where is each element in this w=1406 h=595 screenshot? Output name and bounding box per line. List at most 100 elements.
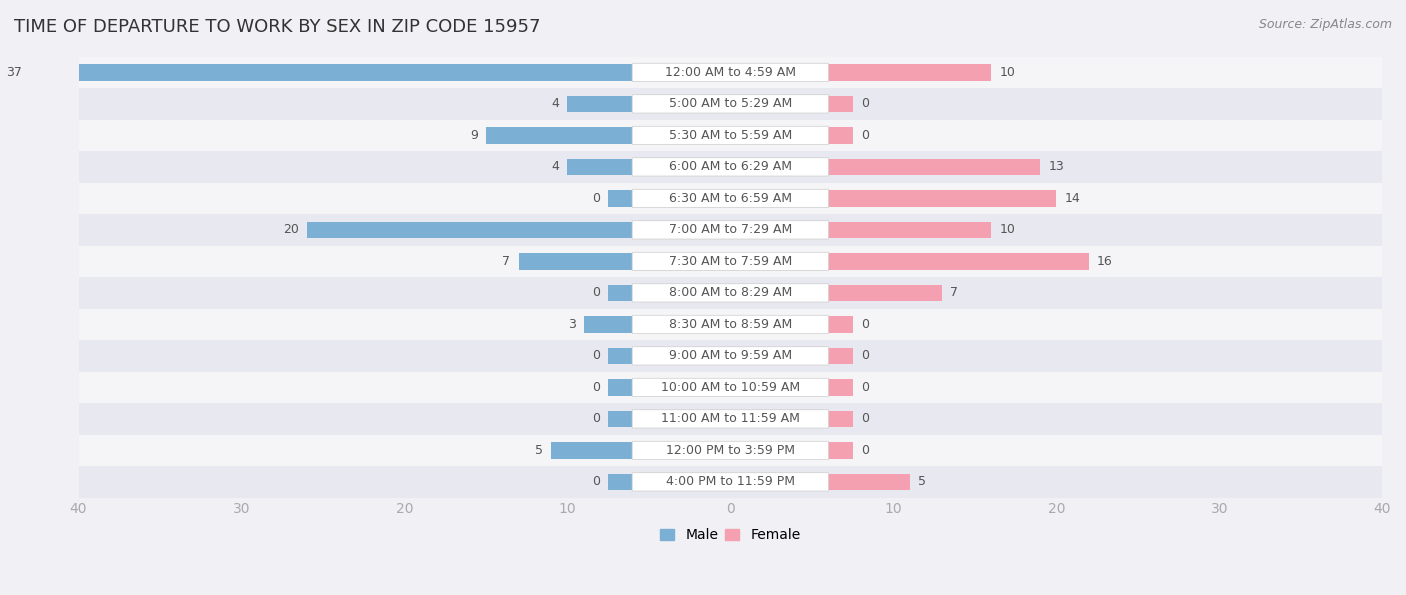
Text: 0: 0 (860, 412, 869, 425)
FancyBboxPatch shape (633, 126, 828, 145)
Bar (79, 309, 1382, 340)
Bar (79, 277, 1382, 309)
Bar (828, 379, 852, 396)
Bar (609, 474, 633, 490)
FancyBboxPatch shape (633, 441, 828, 459)
Bar (79, 214, 1382, 246)
Bar (828, 222, 991, 238)
Bar (828, 96, 852, 112)
FancyBboxPatch shape (633, 63, 828, 82)
Text: 20: 20 (283, 223, 298, 236)
Text: 0: 0 (860, 129, 869, 142)
FancyBboxPatch shape (633, 95, 828, 113)
Bar (828, 253, 1088, 270)
Text: 16: 16 (1097, 255, 1112, 268)
FancyBboxPatch shape (633, 315, 828, 334)
Bar (828, 190, 1056, 206)
FancyBboxPatch shape (633, 410, 828, 428)
Text: 12:00 PM to 3:59 PM: 12:00 PM to 3:59 PM (666, 444, 794, 457)
Bar (568, 96, 633, 112)
Bar (551, 442, 633, 459)
Bar (828, 442, 852, 459)
Bar (519, 253, 633, 270)
Text: 7:30 AM to 7:59 AM: 7:30 AM to 7:59 AM (669, 255, 792, 268)
Text: 7:00 AM to 7:29 AM: 7:00 AM to 7:29 AM (669, 223, 792, 236)
Text: 0: 0 (592, 286, 600, 299)
Text: 8:00 AM to 8:29 AM: 8:00 AM to 8:29 AM (669, 286, 792, 299)
Text: 4:00 PM to 11:59 PM: 4:00 PM to 11:59 PM (666, 475, 794, 488)
Bar (79, 403, 1382, 434)
Bar (609, 347, 633, 364)
Text: 13: 13 (1049, 161, 1064, 173)
Text: 6:30 AM to 6:59 AM: 6:30 AM to 6:59 AM (669, 192, 792, 205)
Bar (828, 316, 852, 333)
Text: 7: 7 (502, 255, 510, 268)
Bar (79, 372, 1382, 403)
Text: 12:00 AM to 4:59 AM: 12:00 AM to 4:59 AM (665, 66, 796, 79)
Bar (79, 151, 1382, 183)
Bar (486, 127, 633, 143)
Bar (568, 159, 633, 175)
Text: 0: 0 (592, 412, 600, 425)
Text: 10: 10 (1000, 223, 1015, 236)
Bar (79, 120, 1382, 151)
Text: Source: ZipAtlas.com: Source: ZipAtlas.com (1258, 18, 1392, 31)
FancyBboxPatch shape (633, 252, 828, 271)
Text: 3: 3 (568, 318, 575, 331)
Text: 8:30 AM to 8:59 AM: 8:30 AM to 8:59 AM (669, 318, 792, 331)
FancyBboxPatch shape (633, 158, 828, 176)
Bar (79, 466, 1382, 497)
Text: 0: 0 (592, 381, 600, 394)
Text: 9: 9 (470, 129, 478, 142)
Bar (583, 316, 633, 333)
Text: 9:00 AM to 9:59 AM: 9:00 AM to 9:59 AM (669, 349, 792, 362)
Text: 14: 14 (1064, 192, 1080, 205)
Legend: Male, Female: Male, Female (655, 523, 806, 548)
Bar (609, 284, 633, 301)
Text: 0: 0 (860, 381, 869, 394)
FancyBboxPatch shape (633, 221, 828, 239)
Text: 0: 0 (592, 349, 600, 362)
Text: 0: 0 (860, 444, 869, 457)
FancyBboxPatch shape (633, 284, 828, 302)
Bar (609, 411, 633, 427)
Text: 7: 7 (950, 286, 959, 299)
Bar (307, 222, 633, 238)
Text: TIME OF DEPARTURE TO WORK BY SEX IN ZIP CODE 15957: TIME OF DEPARTURE TO WORK BY SEX IN ZIP … (14, 18, 540, 36)
Text: 5: 5 (918, 475, 925, 488)
Text: 0: 0 (592, 475, 600, 488)
Bar (30, 64, 633, 80)
Text: 11:00 AM to 11:59 AM: 11:00 AM to 11:59 AM (661, 412, 800, 425)
Bar (609, 190, 633, 206)
Text: 0: 0 (592, 192, 600, 205)
Bar (79, 246, 1382, 277)
Bar (79, 183, 1382, 214)
Bar (79, 434, 1382, 466)
Text: 0: 0 (860, 318, 869, 331)
Text: 4: 4 (551, 161, 560, 173)
Text: 4: 4 (551, 98, 560, 111)
Text: 5:30 AM to 5:59 AM: 5:30 AM to 5:59 AM (669, 129, 792, 142)
Bar (828, 474, 910, 490)
Bar (828, 411, 852, 427)
Bar (828, 64, 991, 80)
Text: 10: 10 (1000, 66, 1015, 79)
Bar (828, 159, 1040, 175)
FancyBboxPatch shape (633, 347, 828, 365)
Bar (79, 57, 1382, 88)
Text: 5:00 AM to 5:29 AM: 5:00 AM to 5:29 AM (669, 98, 792, 111)
Bar (609, 379, 633, 396)
FancyBboxPatch shape (633, 378, 828, 396)
FancyBboxPatch shape (633, 189, 828, 208)
Text: 5: 5 (536, 444, 543, 457)
Text: 6:00 AM to 6:29 AM: 6:00 AM to 6:29 AM (669, 161, 792, 173)
Bar (828, 284, 942, 301)
Bar (79, 340, 1382, 372)
Text: 0: 0 (860, 349, 869, 362)
Bar (828, 347, 852, 364)
Text: 10:00 AM to 10:59 AM: 10:00 AM to 10:59 AM (661, 381, 800, 394)
Bar (828, 127, 852, 143)
Text: 0: 0 (860, 98, 869, 111)
Bar (79, 88, 1382, 120)
FancyBboxPatch shape (633, 473, 828, 491)
